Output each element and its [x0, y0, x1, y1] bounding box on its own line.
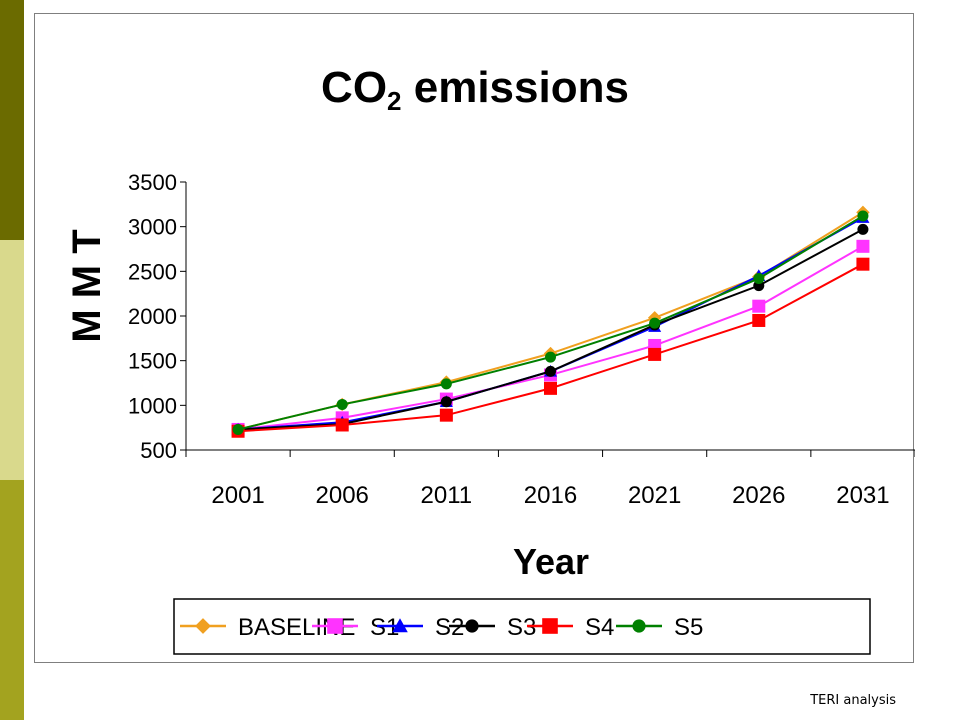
- y-tick-label: 1000: [128, 393, 177, 418]
- data-point-s1: [856, 239, 870, 253]
- source-note: TERI analysis: [810, 693, 896, 708]
- data-point-s4: [544, 381, 557, 395]
- legend-label-s5: S5: [674, 614, 703, 641]
- data-point-s1: [752, 299, 766, 313]
- chart-title-main: CO: [321, 63, 387, 112]
- data-point-s4: [439, 408, 453, 422]
- x-tick-label: 2026: [732, 482, 785, 509]
- series-line-s1: [237, 245, 864, 431]
- x-tick-label: 2006: [316, 482, 369, 509]
- legend-label-s1: S1: [370, 614, 399, 641]
- chart-frame: CO2 emissions M M T Year 500 1000 1500 2000…: [34, 13, 915, 663]
- data-point-s5: [440, 378, 452, 390]
- y-tick-label: 500: [140, 438, 177, 463]
- sidebar-decor-top: [0, 0, 24, 240]
- legend-marker-s1: [327, 618, 343, 634]
- legend-marker-s2: [392, 618, 408, 633]
- y-axis-label: M M T: [65, 229, 109, 342]
- data-point-s4: [648, 347, 662, 361]
- legend-marker-s4: [542, 618, 558, 634]
- y-tick-label: 3500: [128, 170, 177, 195]
- data-point-s3: [857, 223, 869, 235]
- data-point-s3: [545, 365, 556, 377]
- sidebar-decor-bottom: [0, 480, 24, 720]
- series-line-s2: [238, 216, 864, 431]
- legend-marker-s5: [632, 619, 646, 633]
- y-tick-label: 3000: [128, 215, 177, 240]
- legend-label-s2: S2: [435, 614, 464, 641]
- x-tick-label: 2031: [836, 482, 889, 509]
- data-point-s4: [335, 418, 349, 432]
- series-line-s3: [238, 228, 864, 431]
- data-point-s5: [753, 272, 765, 284]
- series-line-s5: [237, 215, 864, 431]
- chart-title: CO2 emissions: [321, 63, 629, 116]
- y-tick-label: 2500: [128, 259, 177, 284]
- chart-title-subscript: 2: [387, 86, 401, 116]
- data-point-s3: [440, 396, 452, 408]
- data-point-s5: [232, 423, 244, 435]
- x-tick-label: 2011: [421, 482, 473, 509]
- x-tick-label: 2021: [628, 482, 681, 509]
- legend-label-s4: S4: [585, 614, 614, 641]
- data-point-s5: [649, 317, 661, 329]
- y-tick-label: 1500: [128, 349, 177, 374]
- x-axis-label: Year: [513, 541, 589, 582]
- chart-title-rest: emissions: [402, 63, 629, 112]
- y-tick-label: 2000: [128, 304, 177, 329]
- data-point-s5: [545, 351, 556, 363]
- legend-marker-baseline: [195, 618, 211, 634]
- sidebar-decor-middle: [0, 240, 24, 480]
- x-tick-label: 2001: [211, 482, 264, 509]
- data-point-s4: [752, 313, 766, 327]
- data-point-s5: [336, 398, 348, 410]
- legend-box: [173, 598, 871, 655]
- data-point-s5: [857, 210, 869, 222]
- data-point-s4: [856, 257, 870, 271]
- legend-label-s3: S3: [507, 614, 536, 641]
- co2-emissions-chart: CO2 emissions M M T Year 500 1000 1500 2000…: [65, 63, 915, 655]
- legend-marker-s3: [465, 619, 479, 633]
- series-line-baseline: [237, 211, 864, 431]
- x-tick-label: 2016: [524, 482, 577, 509]
